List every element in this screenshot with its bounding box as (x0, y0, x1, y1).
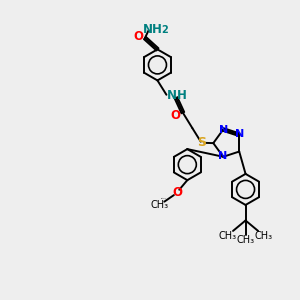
Text: H: H (176, 89, 186, 103)
Text: N: N (235, 129, 244, 139)
Text: N: N (167, 89, 177, 103)
Text: CH₃: CH₃ (236, 235, 255, 245)
Text: O: O (134, 30, 143, 43)
Text: N: N (219, 125, 228, 135)
Text: CH₃: CH₃ (254, 231, 272, 241)
Text: methoxy: methoxy (161, 197, 167, 199)
Text: O: O (172, 186, 182, 199)
Text: N: N (218, 151, 227, 161)
Text: NH: NH (143, 23, 163, 36)
Text: CH₃: CH₃ (219, 231, 237, 241)
Text: S: S (197, 136, 206, 149)
Text: O: O (170, 109, 180, 122)
Text: 2: 2 (161, 25, 168, 35)
Text: CH₃: CH₃ (151, 200, 169, 210)
